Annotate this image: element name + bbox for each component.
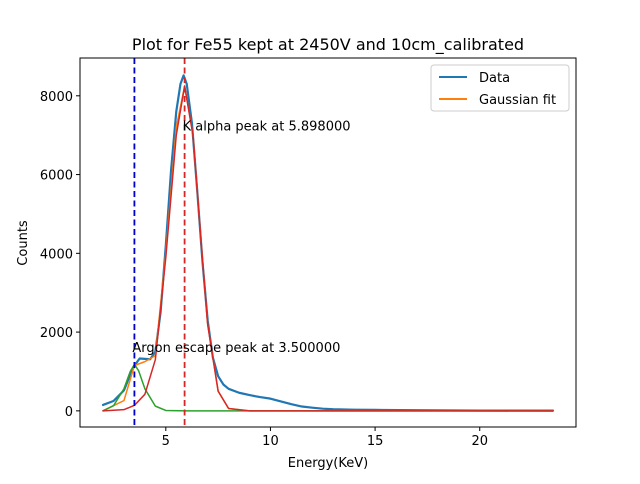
y-tick-label: 2000 <box>40 326 73 341</box>
legend-entry-label: Gaussian fit <box>479 93 556 108</box>
y-tick-label: 6000 <box>40 169 73 184</box>
x-tick-label: 10 <box>262 434 279 449</box>
annotation-label: K alpha peak at 5.898000 <box>183 119 351 134</box>
plot-area <box>101 58 555 427</box>
y-tick-label: 0 <box>65 405 73 420</box>
y-tick-label: 4000 <box>40 247 73 262</box>
x-tick-label: 20 <box>471 434 488 449</box>
series-line-component-2 <box>102 363 554 412</box>
legend-entry-label: Data <box>479 71 510 86</box>
x-tick-label: 5 <box>162 434 170 449</box>
x-tick-label: 15 <box>367 434 384 449</box>
annotations: K alpha peak at 5.898000 Argon escape pea… <box>132 119 350 356</box>
chart-title: Plot for Fe55 kept at 2450V and 10cm_cal… <box>132 35 524 55</box>
x-axis-label: Energy(KeV) <box>288 456 368 471</box>
annotation-label: Argon escape peak at 3.500000 <box>132 341 340 356</box>
y-axis-label: Counts <box>16 220 31 266</box>
y-tick-label: 8000 <box>40 90 73 105</box>
axes-frame <box>79 57 577 428</box>
series-line-component-3 <box>102 85 554 412</box>
axes: 5 10 15 20 0 2000 4000 6000 8000 <box>40 57 577 449</box>
legend: Data Gaussian fit <box>430 64 570 112</box>
